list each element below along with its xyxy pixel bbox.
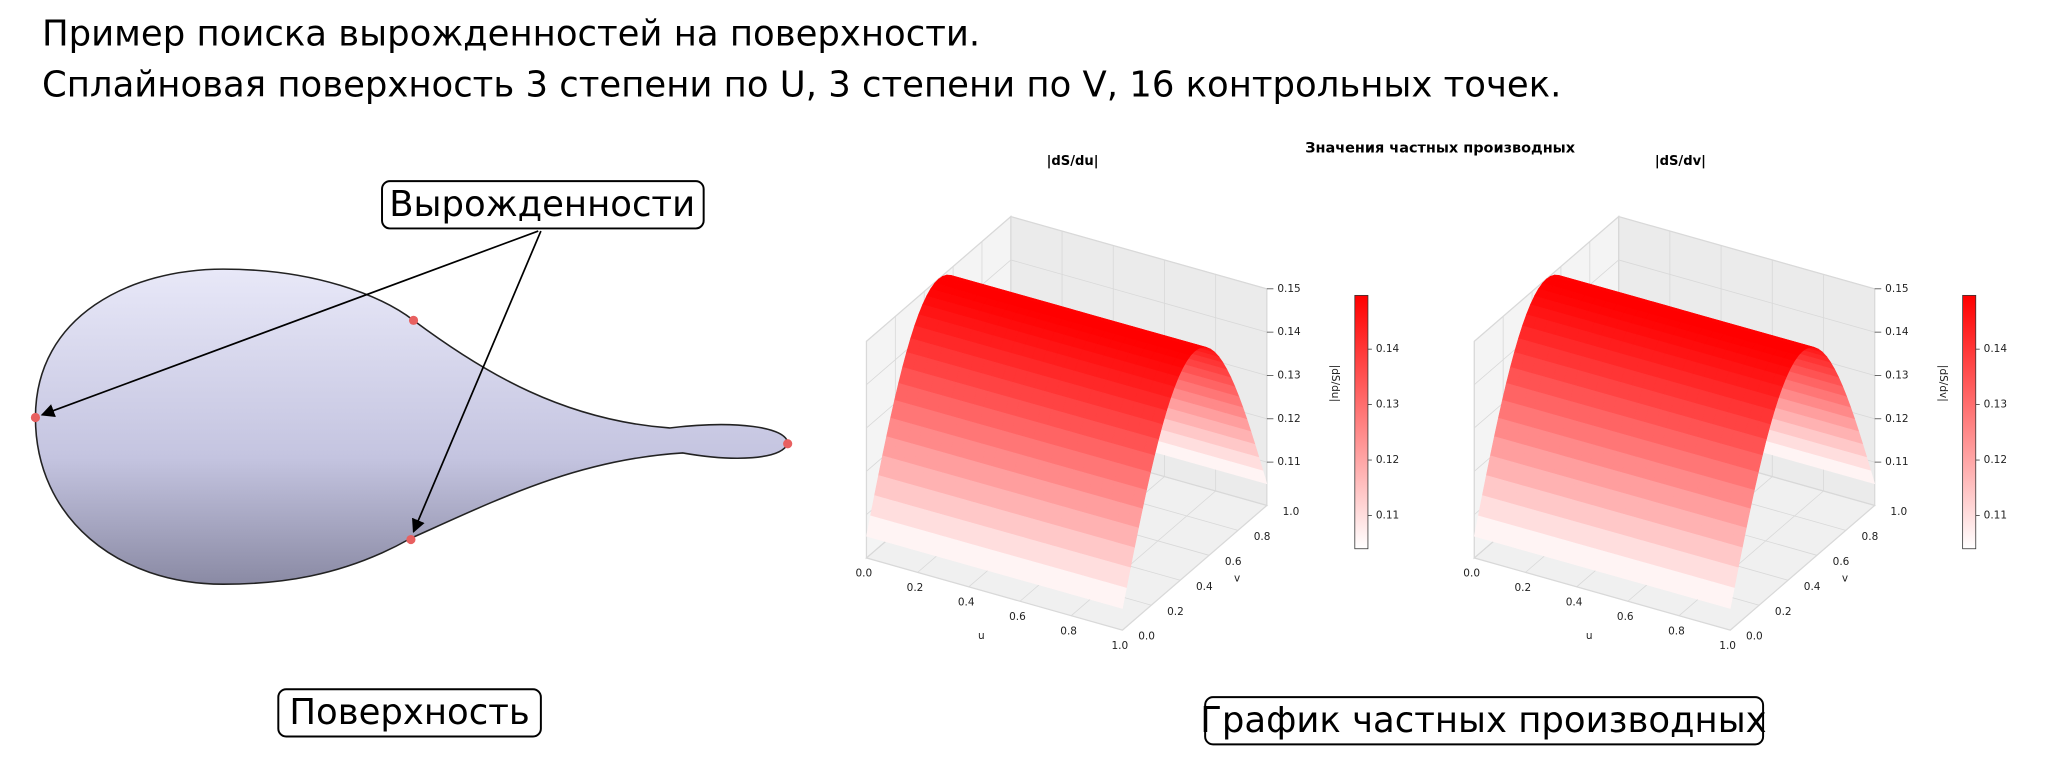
x-tick-label: 0.0 <box>855 568 872 580</box>
y-tick-label: 0.4 <box>1804 581 1821 593</box>
y-tick-label: 0.4 <box>1196 581 1213 593</box>
y-tick-label: 1.0 <box>1283 506 1300 518</box>
z-tick-label: 0.12 <box>1885 413 1908 425</box>
x-tick-label: 0.8 <box>1668 625 1685 637</box>
degenerate-point <box>783 439 793 449</box>
x-axis-label: u <box>1586 630 1593 642</box>
title-line: Пример поиска вырожденностей на поверхно… <box>42 13 980 54</box>
arrow <box>412 230 542 533</box>
y-tick-label: 0.6 <box>1225 556 1242 568</box>
pane-grid <box>1474 216 1875 342</box>
colorbar-tick-label: 0.12 <box>1376 454 1399 466</box>
pane-grid <box>866 216 1267 342</box>
y-tick-label: 0.6 <box>1833 556 1850 568</box>
degenerate-point <box>30 412 41 423</box>
colorbar-tick-label: 0.12 <box>1984 454 2007 466</box>
colorbar-tick-label: 0.11 <box>1376 509 1399 521</box>
z-tick-label: 0.12 <box>1277 413 1300 425</box>
colorbar <box>1354 294 1369 550</box>
x-tick-label: 1.0 <box>1111 640 1128 652</box>
x-tick-label: 0.2 <box>1514 582 1531 594</box>
z-tick-label: 0.15 <box>1277 283 1300 295</box>
caption-box <box>277 688 542 738</box>
plot-title: |dS/du| <box>1047 154 1099 169</box>
colorbar-tick-label: 0.11 <box>1984 509 2007 521</box>
colorbar-tick-label: 0.13 <box>1984 399 2007 411</box>
plot-title: |dS/dv| <box>1655 154 1706 169</box>
arrow <box>40 230 539 417</box>
y-tick-label: 0.8 <box>1862 531 1879 543</box>
y-axis-label: v <box>1842 572 1848 584</box>
z-tick-label: 0.13 <box>1885 369 1908 381</box>
z-tick-label: 0.11 <box>1277 456 1300 468</box>
surface-cell <box>1111 584 1127 609</box>
plot-3d: 0.0 0.2 0.4 0.6 0.8 1.0 0.0 0.2 0.4 0.6 0.8 1.0 0.11… <box>855 154 1399 652</box>
z-tick-label: 0.13 <box>1277 369 1300 381</box>
y-tick-label: 0.2 <box>1775 606 1792 618</box>
degenerate-point <box>408 315 419 325</box>
colorbar <box>1962 294 1977 550</box>
z-tick-label: 0.11 <box>1885 456 1908 468</box>
z-tick-label: 0.14 <box>1277 326 1301 338</box>
y-tick-label: 0.2 <box>1167 606 1184 618</box>
z-axis-label: |dS/du| <box>1329 365 1341 402</box>
y-tick-label: 0.0 <box>1138 631 1155 643</box>
plot-3d: 0.0 0.2 0.4 0.6 0.8 1.0 0.0 0.2 0.4 0.6 0.8 1.0 0.11… <box>1463 154 2007 652</box>
y-tick-label: 1.0 <box>1890 506 1907 518</box>
callout-box <box>381 180 705 230</box>
y-tick-label: 0.8 <box>1254 531 1271 543</box>
callout: Вырожденности <box>389 184 695 225</box>
x-tick-label: 0.4 <box>1566 597 1583 609</box>
caption: Поверхность <box>289 692 529 733</box>
title-line: Сплайновая поверхность 3 степени по U, 3… <box>42 65 1561 106</box>
degenerate-point <box>406 534 416 545</box>
z-axis-label: |dS/dv| <box>1937 365 1949 402</box>
caption-box <box>1204 696 1765 746</box>
y-tick-label: 0.0 <box>1746 631 1763 643</box>
surface-cell <box>1719 584 1735 609</box>
z-tick-label: 0.15 <box>1885 283 1908 295</box>
caption: График частных производных <box>1200 700 1766 741</box>
z-tick-label: 0.14 <box>1885 326 1909 338</box>
x-axis-label: u <box>978 630 985 642</box>
plots-title: Значения частных производных <box>1305 140 1575 156</box>
colorbar-tick-label: 0.14 <box>1376 343 1400 355</box>
x-tick-label: 0.8 <box>1060 625 1077 637</box>
y-axis-label: v <box>1234 572 1240 584</box>
x-tick-label: 0.0 <box>1463 568 1480 580</box>
colorbar-tick-label: 0.13 <box>1376 399 1399 411</box>
x-tick-label: 0.2 <box>907 582 924 594</box>
x-tick-label: 0.6 <box>1617 611 1634 623</box>
colorbar-tick-label: 0.14 <box>1984 343 2008 355</box>
x-tick-label: 1.0 <box>1719 640 1736 652</box>
x-tick-label: 0.6 <box>1009 611 1026 623</box>
x-tick-label: 0.4 <box>958 597 975 609</box>
